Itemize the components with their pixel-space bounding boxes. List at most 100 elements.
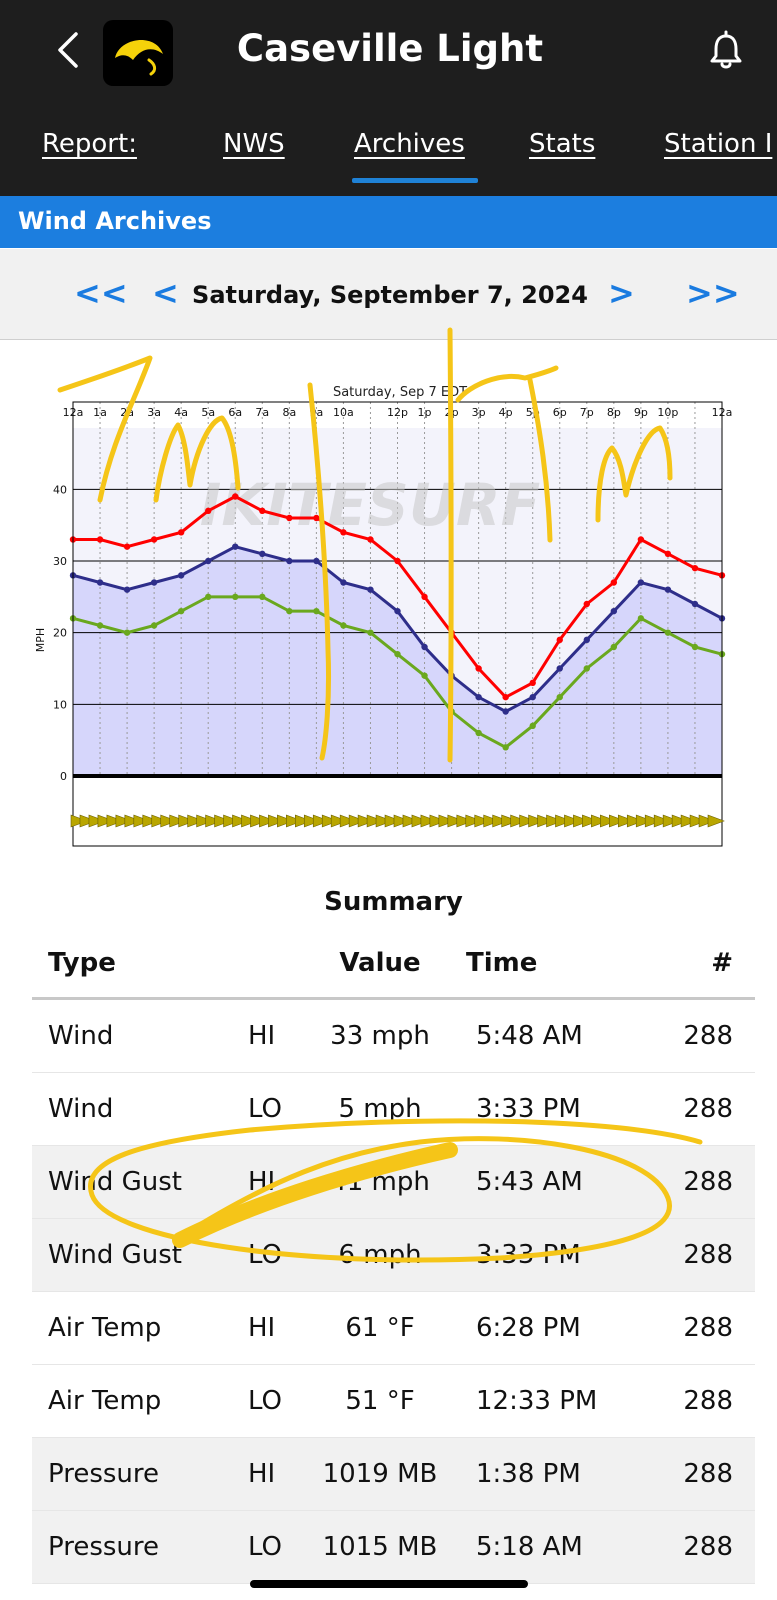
wind-direction-arrow bbox=[564, 814, 582, 828]
series-point bbox=[232, 593, 239, 601]
cell-time: 1:38 PM bbox=[476, 1459, 581, 1489]
wind-direction-arrow bbox=[187, 814, 205, 828]
series-point bbox=[556, 636, 563, 644]
tab-nws[interactable]: NWS bbox=[223, 129, 285, 159]
wind-direction-arrow bbox=[456, 814, 474, 828]
header-divider bbox=[32, 997, 755, 1000]
series-point bbox=[313, 557, 320, 565]
table-row: Pressure HI 1019 MB 1:38 PM 288 bbox=[32, 1438, 755, 1511]
series-point bbox=[529, 679, 536, 687]
wind-direction-arrow bbox=[707, 814, 725, 828]
series-point bbox=[259, 507, 266, 515]
series-point bbox=[232, 493, 239, 500]
wind-direction-arrow bbox=[662, 814, 680, 828]
wind-direction-arrow bbox=[555, 814, 573, 828]
home-indicator bbox=[250, 1580, 528, 1588]
wind-direction-arrow bbox=[483, 814, 501, 828]
wind-chart: 0 10 20 30 40 12a 1a 2a 3a 4a 5a 6a 7a 8a 9a 10a 12p 1p 2p… bbox=[0, 340, 777, 880]
series-point bbox=[340, 579, 347, 586]
wind-direction-arrow bbox=[205, 814, 223, 828]
series-point bbox=[340, 529, 347, 536]
table-row: Pressure LO 1015 MB 5:18 AM 288 bbox=[32, 1511, 755, 1584]
series-point bbox=[421, 593, 428, 601]
wind-direction-arrow bbox=[348, 814, 366, 828]
x-tick-label: 8a bbox=[282, 406, 296, 419]
cell-type: Wind bbox=[48, 1094, 114, 1124]
series-point bbox=[637, 536, 645, 543]
series-point bbox=[610, 579, 618, 586]
cell-type: Wind bbox=[48, 1021, 114, 1051]
cell-count: 288 bbox=[683, 1532, 733, 1562]
app-logo bbox=[103, 20, 173, 86]
y-tick-label: 30 bbox=[53, 555, 67, 568]
x-tick-label: 4a bbox=[174, 406, 188, 419]
cell-value: 61 °F bbox=[345, 1313, 415, 1343]
wind-direction-arrow bbox=[357, 814, 375, 828]
y-tick-label: 0 bbox=[60, 770, 67, 783]
back-button[interactable] bbox=[52, 28, 88, 72]
wind-direction-arrow bbox=[169, 814, 187, 828]
series-point bbox=[394, 650, 401, 658]
y-tick-label: 20 bbox=[53, 627, 67, 640]
series-point bbox=[664, 550, 672, 558]
series-point bbox=[340, 622, 347, 629]
series-point bbox=[123, 629, 131, 636]
series-point bbox=[286, 607, 293, 615]
cell-value: 51 °F bbox=[345, 1386, 415, 1416]
first-day-button[interactable]: << bbox=[74, 274, 128, 312]
series-point bbox=[394, 607, 401, 615]
series-point bbox=[150, 579, 158, 586]
x-tick-label: 6p bbox=[553, 406, 567, 419]
wind-direction-arrow bbox=[106, 814, 124, 828]
wind-direction-arrow bbox=[546, 814, 564, 828]
x-tick-label: 3a bbox=[147, 406, 161, 419]
x-tick-label: 9a bbox=[310, 406, 324, 419]
series-point bbox=[664, 586, 672, 593]
series-point bbox=[610, 607, 618, 615]
wind-direction-arrow bbox=[142, 814, 160, 828]
header-type: Type bbox=[48, 948, 116, 978]
summary-title: Summary bbox=[324, 887, 463, 917]
wind-direction-arrow bbox=[420, 814, 438, 828]
table-row: Wind Gust HI 41 mph 5:43 AM 288 bbox=[32, 1146, 755, 1219]
tab-stats[interactable]: Stats bbox=[529, 129, 596, 159]
cell-value: 33 mph bbox=[330, 1021, 430, 1051]
wind-direction-arrow bbox=[393, 814, 411, 828]
last-day-button[interactable]: >> bbox=[686, 274, 740, 312]
series-point bbox=[691, 643, 699, 651]
wind-direction-arrow bbox=[178, 814, 196, 828]
previous-day-button[interactable]: < bbox=[152, 274, 179, 312]
tab-archives[interactable]: Archives bbox=[354, 129, 465, 159]
wind-direction-arrow bbox=[375, 814, 393, 828]
notifications-button[interactable] bbox=[705, 30, 747, 72]
y-axis-label: MPH bbox=[34, 628, 47, 652]
series-point bbox=[610, 643, 618, 651]
wind-direction-arrow bbox=[573, 814, 591, 828]
wind-direction-arrow bbox=[70, 814, 88, 828]
wind-direction-arrow bbox=[160, 814, 178, 828]
cell-value: 6 mph bbox=[338, 1240, 422, 1270]
tab-report[interactable]: Report: bbox=[42, 129, 137, 159]
wind-direction-arrow bbox=[447, 814, 465, 828]
series-point bbox=[150, 622, 158, 629]
wind-direction-arrow bbox=[268, 814, 286, 828]
x-tick-label: 5a bbox=[201, 406, 215, 419]
series-point bbox=[367, 629, 374, 636]
next-day-button[interactable]: > bbox=[608, 274, 635, 312]
cell-value: 1015 MB bbox=[322, 1532, 438, 1562]
series-point bbox=[286, 514, 293, 522]
series-point bbox=[259, 550, 266, 558]
series-point bbox=[313, 607, 320, 615]
wind-direction-arrow bbox=[286, 814, 304, 828]
tab-station-info[interactable]: Station I bbox=[664, 129, 773, 159]
wind-direction-arrow bbox=[698, 814, 716, 828]
wind-direction-arrow bbox=[88, 814, 106, 828]
wind-direction-arrow bbox=[312, 814, 331, 828]
series-point bbox=[691, 564, 699, 572]
cell-type: Wind Gust bbox=[48, 1167, 182, 1197]
app-header: Caseville Light bbox=[0, 0, 777, 96]
series-point bbox=[205, 507, 212, 515]
wind-direction-arrow bbox=[384, 814, 402, 828]
wind-direction-arrow bbox=[79, 814, 97, 828]
series-point bbox=[177, 529, 185, 536]
